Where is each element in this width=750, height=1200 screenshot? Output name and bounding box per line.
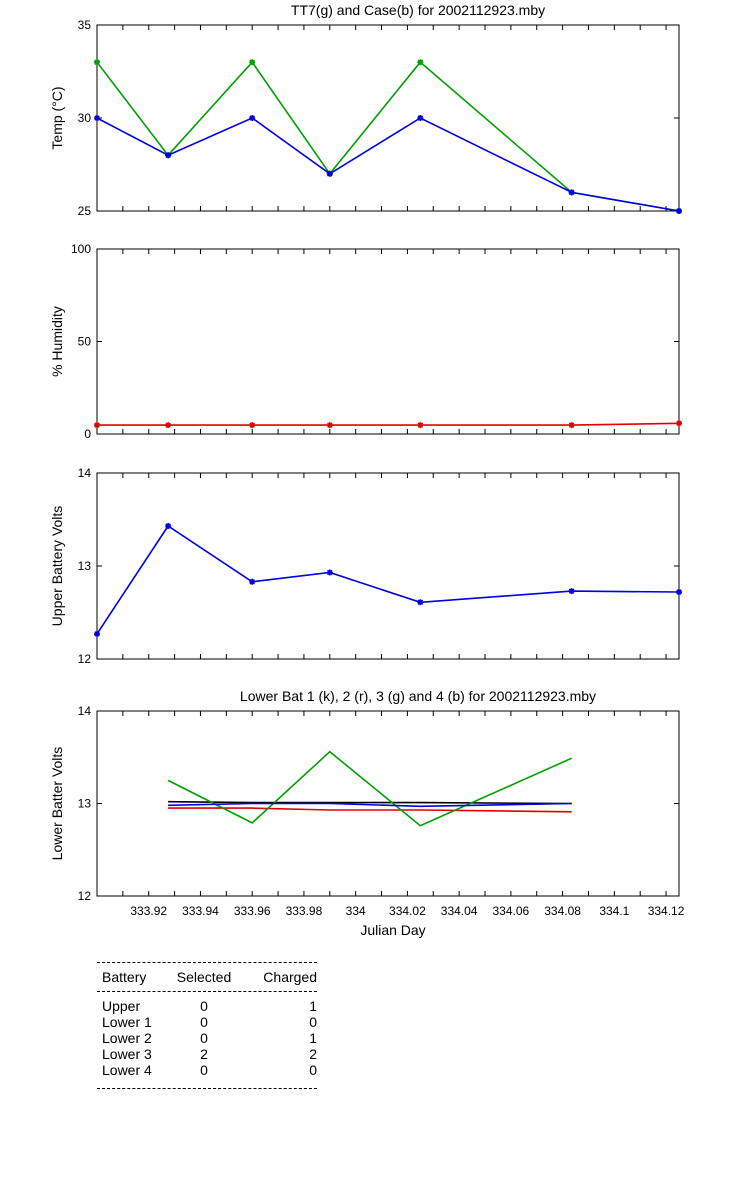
y-tick-label: 14	[78, 466, 92, 480]
plot-frame	[96, 472, 680, 660]
data-point	[568, 189, 575, 196]
selected-value: 0	[200, 1030, 208, 1046]
plot-frame	[96, 24, 680, 212]
data-point	[94, 422, 100, 429]
table-row: Lower 2 0 1	[97, 1030, 317, 1046]
header-selected: Selected	[176, 969, 232, 985]
data-point	[249, 115, 256, 121]
data-point	[249, 422, 256, 429]
x-tick-label: 334.06	[493, 904, 530, 918]
data-point	[165, 523, 172, 530]
series-line	[97, 422, 680, 426]
x-tick-label: 334.04	[441, 904, 478, 918]
x-tick-label: 334.02	[389, 904, 426, 918]
charged-value: 1	[309, 1030, 317, 1046]
data-point	[676, 420, 682, 427]
selected-value: 0	[200, 1062, 208, 1078]
y-tick-label: 30	[78, 111, 92, 125]
x-tick-label: 334.08	[544, 904, 581, 918]
data-point	[417, 115, 424, 121]
data-point	[94, 630, 100, 637]
table-row: Upper 0 1	[97, 998, 317, 1014]
table-row: Lower 1 0 0	[97, 1014, 317, 1030]
y-axis-label: Temp (°C)	[49, 86, 65, 149]
table-row: Lower 3 2 2	[97, 1046, 317, 1062]
data-point	[568, 588, 575, 595]
data-point	[94, 115, 100, 121]
y-axis-label: Upper Battery Volts	[49, 506, 65, 627]
series-line	[168, 802, 572, 808]
data-point	[165, 422, 172, 429]
data-point	[326, 422, 333, 429]
series-line	[96, 117, 680, 212]
table-row: Lower 4 0 0	[97, 1062, 317, 1078]
data-point	[165, 152, 172, 159]
y-tick-label: 50	[78, 335, 92, 349]
chart-title: TT7(g) and Case(b) for 2002112923.mby	[291, 2, 545, 18]
data-point	[326, 569, 333, 576]
data-point	[568, 422, 575, 429]
series-line	[96, 60, 680, 212]
selected-value: 0	[200, 998, 208, 1014]
series-line	[167, 750, 573, 827]
y-tick-label: 25	[78, 204, 92, 218]
chart-figure: 25 30 35 TT7(g) and Case(b) for 2002112923.…	[49, 2, 685, 938]
header-battery: Battery	[102, 969, 147, 985]
y-axis-label: Lower Batter Volts	[49, 747, 65, 861]
y-tick-label: 100	[71, 242, 91, 256]
data-point	[417, 599, 424, 606]
x-axis-label: Julian Day	[360, 922, 425, 938]
data-point	[249, 578, 256, 585]
x-tick-label: 333.94	[182, 904, 219, 918]
battery-name: Lower 3	[102, 1046, 152, 1062]
battery-name: Lower 2	[102, 1030, 152, 1046]
data-point	[249, 59, 256, 66]
plot-frame	[96, 248, 680, 435]
y-tick-label: 14	[78, 704, 92, 718]
plot-frame	[96, 710, 680, 897]
data-point	[94, 59, 100, 66]
x-tick-label: 334.12	[648, 904, 685, 918]
selected-value: 0	[200, 1014, 208, 1030]
battery-name: Lower 1	[102, 1014, 152, 1030]
x-tick-label: 333.98	[286, 904, 323, 918]
table-header-row: Battery Selected Charged	[97, 963, 317, 991]
charged-value: 0	[309, 1014, 317, 1030]
y-tick-label: 13	[78, 559, 92, 573]
y-axis-label: % Humidity	[49, 306, 65, 377]
y-tick-label: 12	[78, 652, 92, 666]
charged-value: 2	[309, 1046, 317, 1062]
battery-name: Upper	[102, 998, 141, 1014]
data-point	[676, 208, 682, 214]
y-tick-label: 12	[78, 889, 92, 903]
battery-name: Lower 4	[102, 1062, 152, 1078]
chart-title: Lower Bat 1 (k), 2 (r), 3 (g) and 4 (b) …	[240, 688, 596, 704]
charged-value: 1	[309, 998, 317, 1014]
charged-value: 0	[309, 1062, 317, 1078]
x-tick-label: 334	[346, 904, 366, 918]
x-tick-label: 333.96	[234, 904, 271, 918]
x-tick-label: 333.92	[130, 904, 167, 918]
series-line	[96, 524, 680, 635]
data-point	[417, 59, 424, 66]
y-tick-label: 0	[84, 427, 91, 441]
battery-status-table: Battery Selected Charged Upper 0 1 Lower…	[97, 962, 317, 1089]
table-header-divider	[97, 991, 317, 992]
data-point	[417, 422, 424, 429]
table-top-divider	[97, 962, 317, 963]
x-tick-label: 334.1	[599, 904, 629, 918]
y-tick-label: 13	[78, 797, 92, 811]
y-tick-label: 35	[78, 18, 92, 32]
header-charged: Charged	[263, 969, 317, 985]
selected-value: 2	[200, 1046, 208, 1062]
data-point	[676, 589, 682, 596]
data-point	[326, 170, 333, 177]
table-bottom-divider	[97, 1088, 317, 1089]
